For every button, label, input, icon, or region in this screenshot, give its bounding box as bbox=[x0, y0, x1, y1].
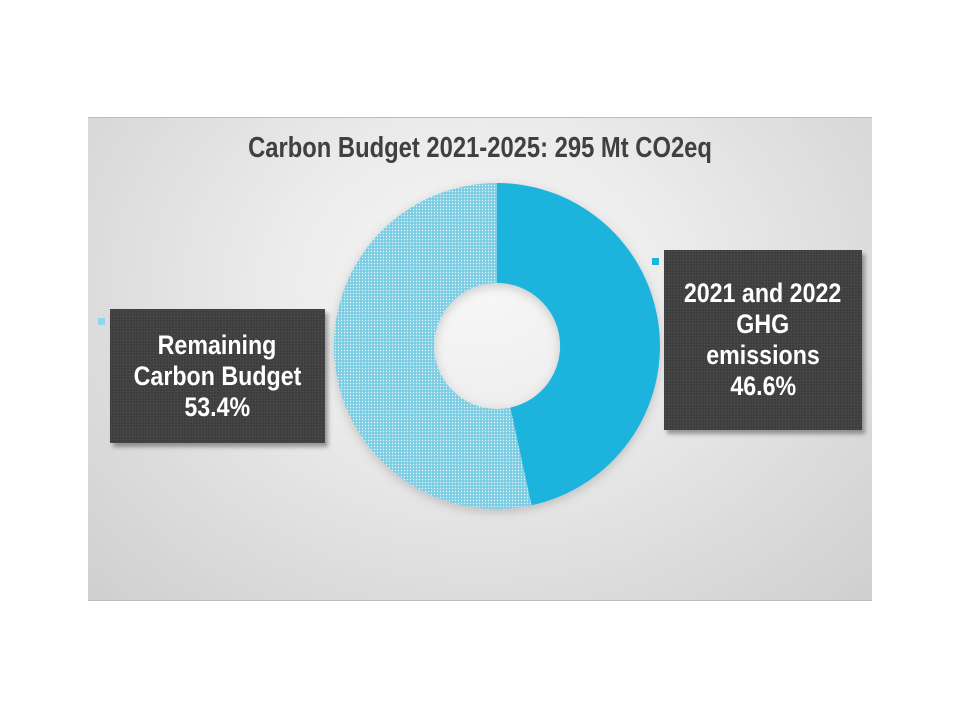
label-emissions-line1: 2021 and 2022 bbox=[684, 278, 842, 308]
label-emissions-line2: GHG bbox=[736, 309, 790, 339]
data-label-remaining: Remaining Carbon Budget 53.4% bbox=[110, 309, 325, 443]
label-remaining-line1: Remaining bbox=[158, 329, 277, 360]
legend-key-remaining bbox=[98, 318, 105, 325]
chart-area: Carbon Budget 2021-2025: 295 Mt CO2eq Re… bbox=[88, 117, 872, 601]
donut-chart bbox=[333, 182, 660, 509]
label-remaining-value: 53.4% bbox=[184, 391, 251, 422]
label-remaining-line2: Carbon Budget bbox=[133, 360, 302, 391]
label-emissions-value: 46.6% bbox=[730, 371, 796, 401]
chart-title: Carbon Budget 2021-2025: 295 Mt CO2eq bbox=[248, 132, 712, 164]
slice-remaining bbox=[333, 182, 532, 509]
slice-emissions bbox=[497, 183, 660, 506]
label-emissions-line3: emissions bbox=[706, 340, 820, 370]
legend-key-emissions bbox=[652, 258, 659, 265]
data-label-emissions: 2021 and 2022 GHG emissions 46.6% bbox=[664, 250, 862, 430]
